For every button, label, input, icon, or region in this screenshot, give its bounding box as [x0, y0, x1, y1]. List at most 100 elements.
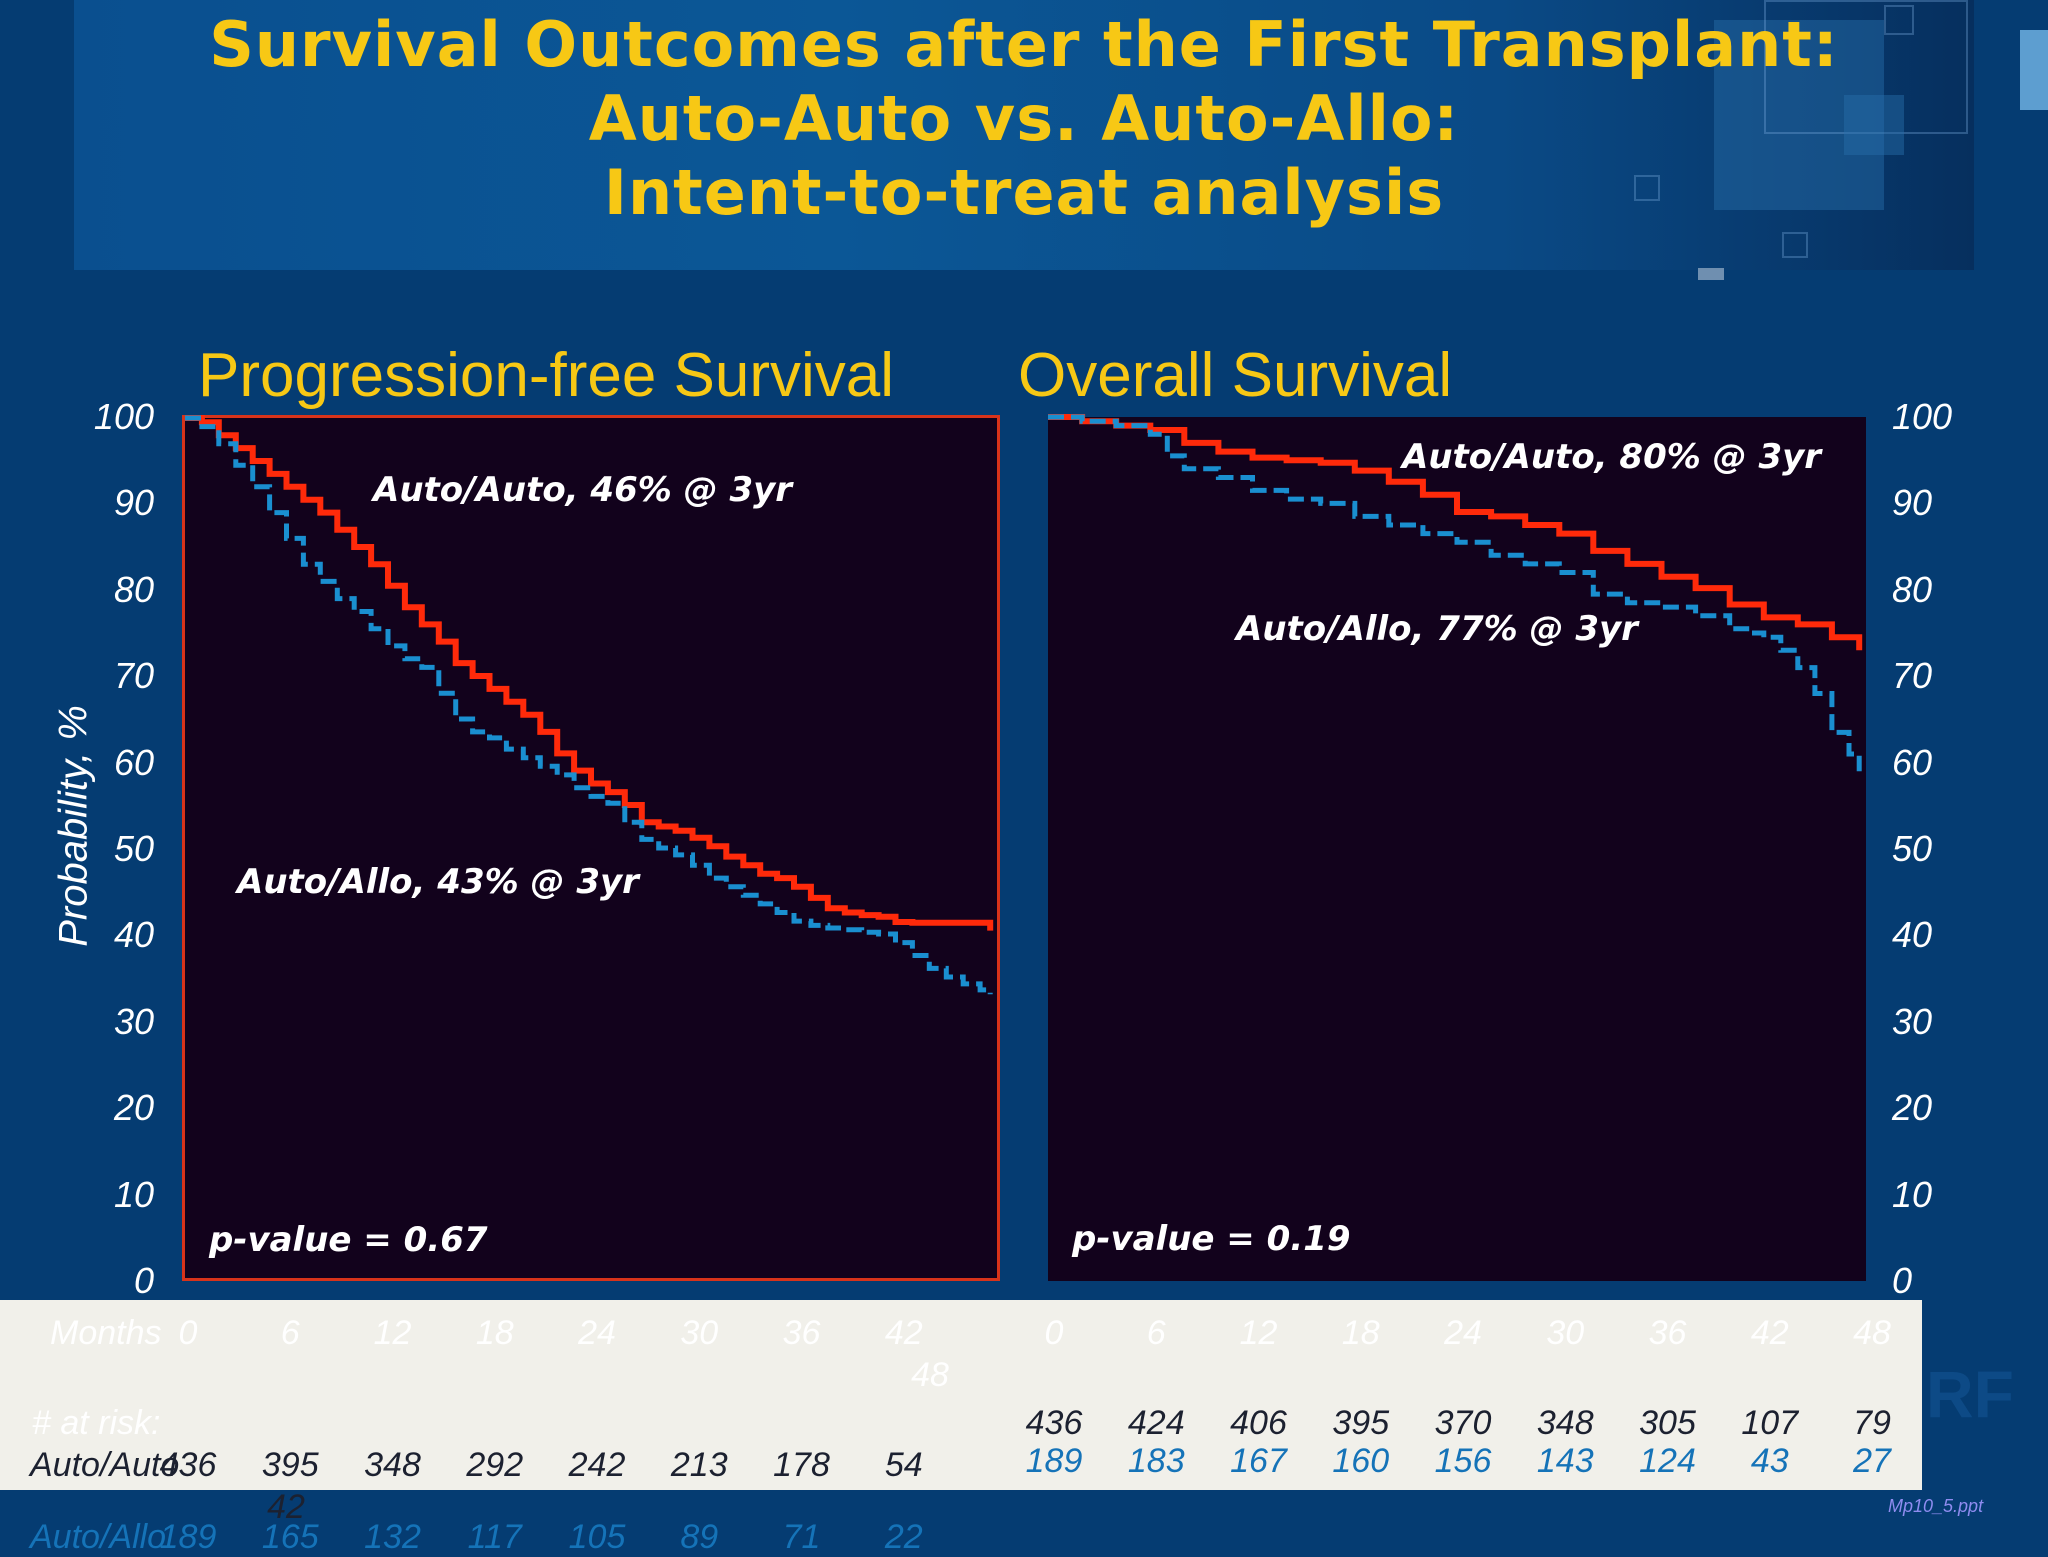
- pfs-at-risk-auto-auto-3: 292: [466, 1446, 524, 1484]
- y-tick-left-70: 70: [113, 655, 154, 697]
- pfs-at-risk-auto-auto-7: 54: [884, 1446, 923, 1484]
- at-risk-label: # at risk:: [32, 1404, 161, 1442]
- os-x-tick-42: 42: [1750, 1314, 1789, 1352]
- slide-title: Survival Outcomes after the First Transp…: [74, 8, 1974, 230]
- pfs-auto-auto-annotation: Auto/Auto, 46% @ 3yr: [373, 470, 793, 510]
- os-at-risk-auto-auto-3: 395: [1332, 1404, 1390, 1442]
- os-at-risk-auto-allo-8: 27: [1853, 1442, 1891, 1480]
- y-tick-right-40: 40: [1892, 914, 1933, 956]
- pfs-at-risk-auto-auto-0: 436: [159, 1446, 217, 1484]
- y-tick-right-0: 0: [1892, 1260, 1913, 1301]
- y-tick-left-30: 30: [113, 1000, 154, 1042]
- os-at-risk-auto-allo-7: 43: [1750, 1442, 1789, 1480]
- os-x-tick-30: 30: [1546, 1314, 1585, 1352]
- pfs-at-risk-auto-auto-1: 395: [261, 1446, 319, 1484]
- os-at-risk-auto-allo-4: 156: [1434, 1442, 1492, 1480]
- pfs-at-risk-auto-allo-3: 117: [467, 1518, 522, 1556]
- os-at-risk-auto-allo-0: 189: [1025, 1442, 1083, 1480]
- os-auto-allo-curve: [1048, 414, 1862, 772]
- pfs-x-tick-12: 12: [373, 1314, 412, 1352]
- pfs-auto-auto-curve: [185, 415, 994, 931]
- title-line-2: Auto-Auto vs. Auto-Allo:: [588, 82, 1460, 155]
- pfs-at-risk-auto-auto-5: 213: [670, 1446, 728, 1484]
- pfs-title: Progression-free Survival: [198, 341, 895, 410]
- y-tick-left-50: 50: [113, 828, 154, 869]
- footnote: Mp10_5.ppt: [1888, 1496, 1984, 1516]
- os-at-risk-auto-auto-4: 370: [1434, 1404, 1492, 1442]
- os-title: Overall Survival: [1018, 341, 1453, 410]
- pfs-x-tick-24: 24: [578, 1314, 616, 1352]
- pfs-at-risk-auto-allo-0: 189: [159, 1518, 217, 1556]
- months-label: Months: [50, 1314, 162, 1352]
- pfs-x-tick-0: 0: [178, 1314, 198, 1352]
- pfs-at-risk-auto-allo-6: 71: [782, 1518, 821, 1556]
- y-tick-right-30: 30: [1892, 1000, 1933, 1042]
- title-line-3: Intent-to-treat analysis: [603, 156, 1445, 229]
- pfs-auto-allo-curve: [185, 415, 993, 995]
- pfs-at-risk-auto-allo-2: 132: [364, 1518, 421, 1556]
- os-at-risk-auto-allo-3: 160: [1332, 1442, 1390, 1480]
- pfs-at-risk-auto-allo-5: 89: [680, 1518, 719, 1556]
- os-x-tick-36: 36: [1648, 1314, 1687, 1352]
- y-tick-right-70: 70: [1892, 655, 1933, 697]
- pfs-curves: [185, 415, 994, 995]
- title-line-1: Survival Outcomes after the First Transp…: [209, 8, 1839, 81]
- os-at-risk-auto-allo-1: 183: [1127, 1442, 1185, 1480]
- os-x-tick-24: 24: [1444, 1314, 1482, 1352]
- os-at-risk-auto-auto-5: 348: [1536, 1404, 1594, 1442]
- pfs-x-tick-48: 48: [911, 1356, 949, 1394]
- y-tick-left-40: 40: [113, 914, 154, 956]
- y-tick-left-90: 90: [113, 482, 154, 524]
- os-at-risk-auto-auto-7: 107: [1741, 1404, 1799, 1442]
- y-tick-left-20: 20: [113, 1087, 154, 1129]
- decor-square: [1634, 175, 1660, 201]
- pfs-p-value: p-value = 0.67: [209, 1220, 488, 1260]
- pfs-plot-panel: Auto/Auto, 46% @ 3yr Auto/Allo, 43% @ 3y…: [182, 415, 1000, 1281]
- y-tick-right-60: 60: [1892, 741, 1933, 783]
- pfs-x-tick-30: 30: [680, 1314, 719, 1352]
- pfs-x-tick-18: 18: [475, 1314, 514, 1352]
- y-tick-left-80: 80: [113, 568, 154, 610]
- os-x-tick-0: 0: [1044, 1314, 1064, 1352]
- pfs-at-risk-auto-auto-4: 242: [568, 1446, 626, 1484]
- os-auto-auto-annotation: Auto/Auto, 80% @ 3yr: [1402, 437, 1822, 477]
- decor-square: [1884, 5, 1914, 35]
- y-tick-right-80: 80: [1892, 568, 1933, 610]
- os-x-tick-6: 6: [1146, 1314, 1166, 1352]
- at-risk-strip: [0, 1300, 1922, 1490]
- title-banner: [74, 0, 1974, 270]
- pfs-x-tick-36: 36: [782, 1314, 821, 1352]
- pfs-at-risk-auto-auto-6: 178: [773, 1446, 830, 1484]
- y-axis-title: Probability, %: [51, 705, 96, 947]
- pfs-at-risk-auto-allo-7: 22: [884, 1518, 923, 1556]
- pfs-at-risk-auto-allo-4: 105: [568, 1518, 626, 1556]
- os-at-risk-auto-auto-6: 305: [1639, 1404, 1696, 1442]
- pfs-auto-allo-annotation: Auto/Allo, 43% @ 3yr: [237, 862, 639, 902]
- os-at-risk-auto-auto-1: 424: [1127, 1404, 1185, 1442]
- y-tick-right-100: 100: [1892, 396, 1953, 437]
- decor-square: [1844, 95, 1904, 155]
- y-tick-right-10: 10: [1892, 1173, 1933, 1215]
- pfs-at-risk-auto-allo-1: 165: [261, 1518, 319, 1556]
- decor-square: [1714, 20, 1884, 210]
- pfs-at-risk-auto-auto-8: 42: [267, 1488, 305, 1526]
- os-at-risk-auto-allo-5: 143: [1536, 1442, 1594, 1480]
- pfs-x-tick-42: 42: [884, 1314, 923, 1352]
- os-at-risk-auto-allo-2: 167: [1230, 1442, 1287, 1480]
- os-curves: [1048, 414, 1863, 772]
- decor-square: [2020, 30, 2048, 110]
- os-x-tick-48: 48: [1853, 1314, 1891, 1352]
- y-tick-right-90: 90: [1892, 482, 1933, 524]
- y-tick-left-10: 10: [113, 1173, 154, 1215]
- os-at-risk-auto-auto-8: 79: [1853, 1404, 1891, 1442]
- decor-square: [1782, 232, 1808, 258]
- os-auto-allo-annotation: Auto/Allo, 77% @ 3yr: [1236, 609, 1638, 649]
- decor-square: [1764, 0, 1968, 134]
- y-tick-left-60: 60: [113, 741, 154, 783]
- y-tick-left-100: 100: [93, 396, 154, 437]
- logo: RF: [1926, 1357, 2014, 1431]
- decor-square: [1698, 268, 1724, 280]
- y-tick-right-20: 20: [1892, 1087, 1933, 1129]
- pfs-at-risk-auto-auto-2: 348: [364, 1446, 421, 1484]
- os-x-tick-12: 12: [1239, 1314, 1278, 1352]
